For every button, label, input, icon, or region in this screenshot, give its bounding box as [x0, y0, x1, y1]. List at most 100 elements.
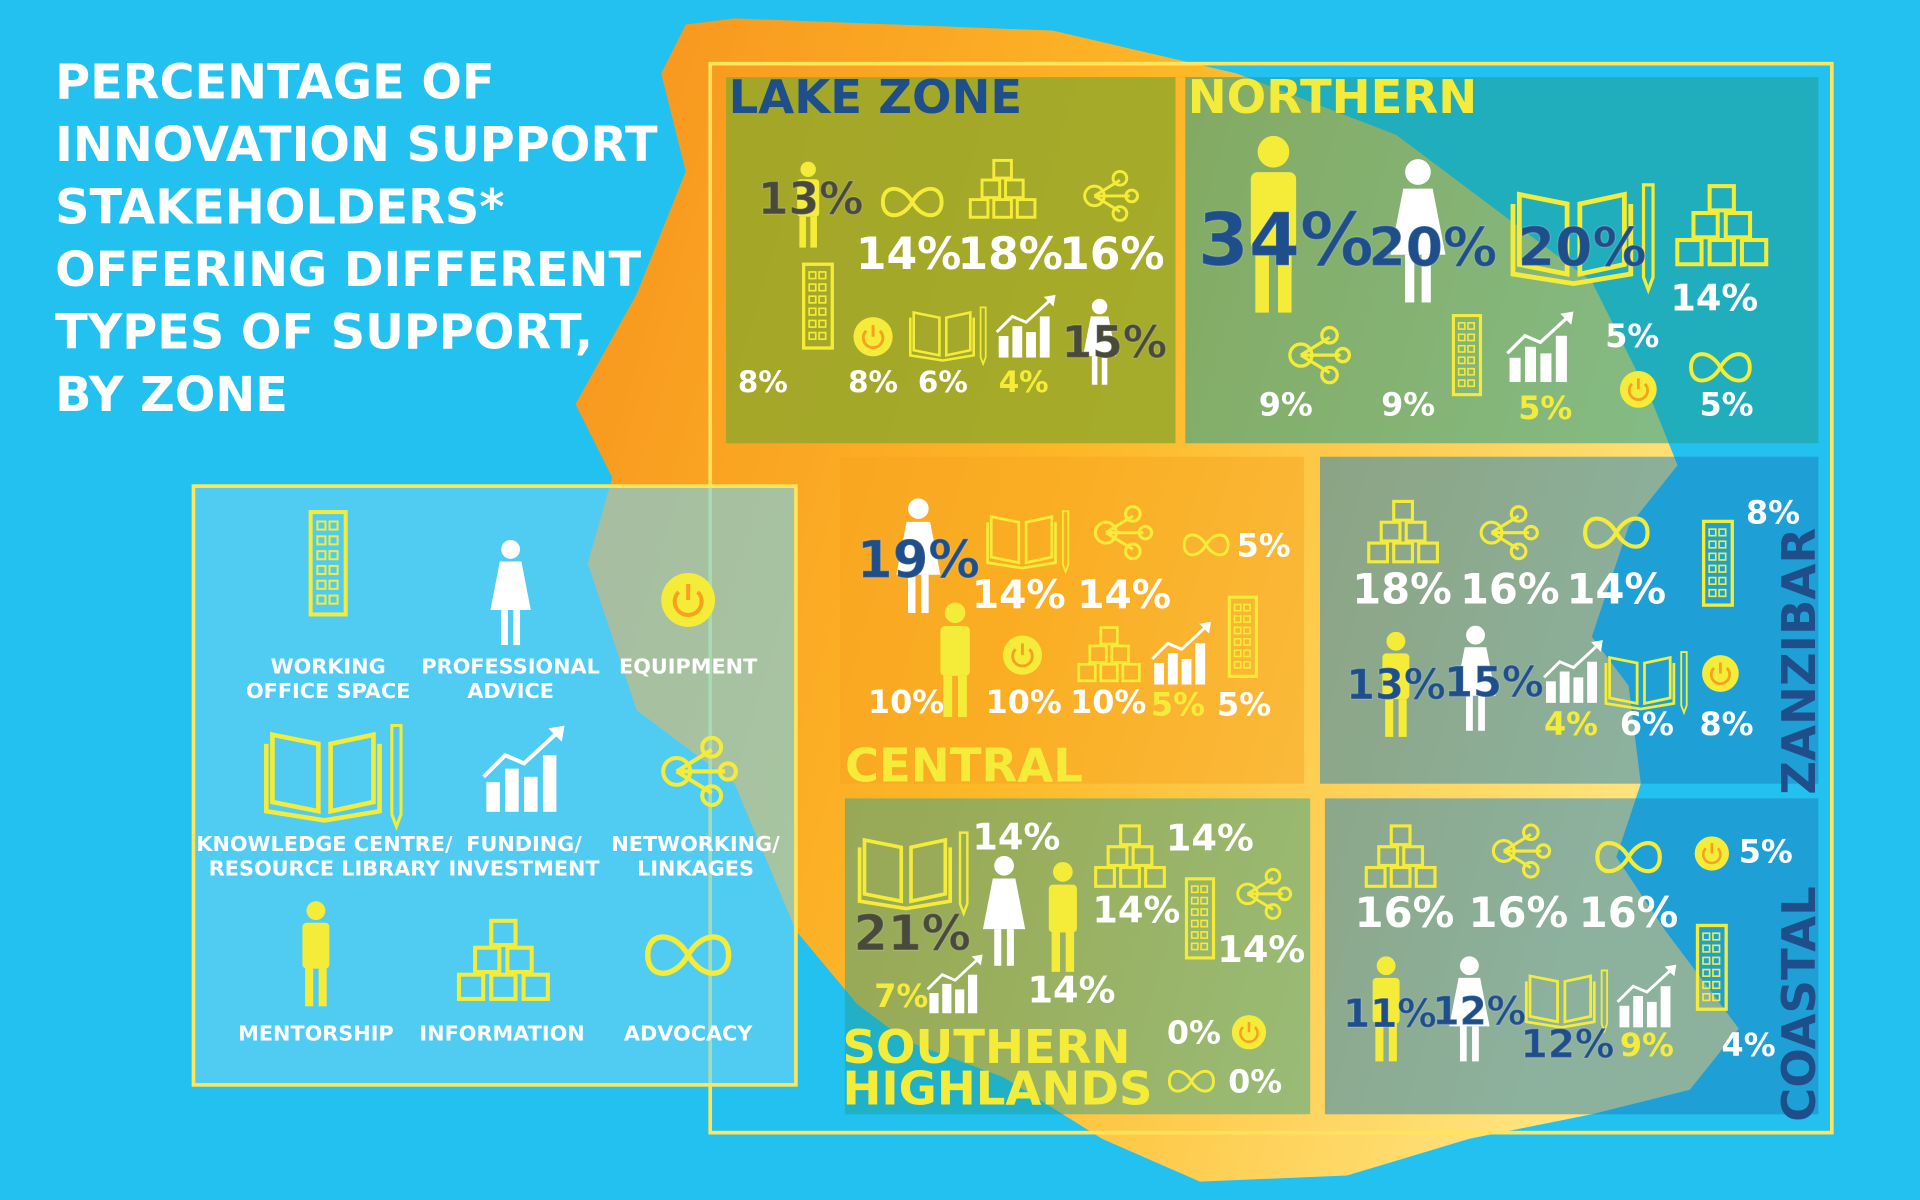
node	[1264, 903, 1282, 920]
window	[1457, 379, 1466, 388]
window	[1708, 528, 1717, 537]
zone-value: 8%	[1746, 493, 1800, 531]
icon	[1048, 862, 1077, 972]
zone-value: 0%	[1228, 1063, 1282, 1101]
icon	[1093, 505, 1154, 561]
head	[1091, 298, 1108, 315]
window	[1708, 564, 1717, 573]
icon	[1701, 519, 1734, 607]
window	[1702, 980, 1711, 990]
bar-icon	[1660, 986, 1671, 1028]
node	[1522, 860, 1540, 879]
window	[1233, 603, 1242, 612]
title: BY ZONE	[55, 368, 288, 423]
window	[328, 579, 339, 590]
cube	[489, 918, 518, 948]
infinity	[645, 934, 732, 976]
zone-bg	[726, 77, 1176, 444]
node	[661, 755, 693, 787]
window	[1200, 885, 1209, 894]
window	[808, 319, 817, 328]
leg	[501, 610, 508, 646]
legend-label: FUNDING/	[466, 832, 582, 856]
zone-value: 14%	[1166, 817, 1254, 860]
power	[1011, 643, 1034, 668]
building	[1695, 923, 1728, 1011]
bar-icon	[1587, 661, 1597, 703]
zone-value: 19%	[857, 530, 980, 590]
torso	[302, 922, 330, 969]
zone-value: 10%	[868, 683, 944, 721]
dress	[1455, 647, 1496, 696]
disc	[1620, 371, 1657, 408]
zone-value: 34%	[1198, 198, 1374, 283]
window	[818, 307, 827, 316]
window	[1457, 367, 1466, 376]
head	[1466, 625, 1485, 645]
icon	[1094, 824, 1166, 888]
zone-value: 5%	[1217, 686, 1271, 724]
cube	[1099, 662, 1119, 683]
icon	[986, 510, 1070, 575]
zone-value: 14%	[972, 573, 1066, 618]
window	[1702, 968, 1711, 977]
title: PERCENTAGE OF	[55, 56, 494, 111]
infinity	[880, 186, 944, 218]
cube	[1367, 541, 1390, 564]
icon	[1372, 956, 1400, 1062]
window	[1718, 576, 1727, 586]
bar-icon	[1195, 643, 1206, 685]
pencil	[958, 831, 969, 917]
bar-icon	[1619, 1005, 1630, 1028]
zone-value: 6%	[1620, 705, 1674, 743]
icon	[801, 262, 834, 350]
icon	[1151, 621, 1212, 685]
icon	[1227, 595, 1258, 678]
dress	[1390, 188, 1446, 255]
zone-value: 12%	[1432, 989, 1526, 1034]
bar-icon	[998, 336, 1009, 358]
node	[1491, 839, 1516, 863]
window	[1457, 322, 1466, 330]
icon	[661, 735, 738, 808]
legend-label: LINKAGES	[637, 856, 754, 880]
zone-value: 13%	[1346, 660, 1446, 709]
icon	[1604, 651, 1688, 716]
zone-value: 16%	[1579, 888, 1679, 937]
infinity	[1167, 1069, 1215, 1093]
window	[808, 295, 817, 304]
window	[818, 331, 827, 341]
book	[986, 515, 1057, 570]
window	[1712, 956, 1721, 965]
leg	[799, 216, 806, 248]
building	[1701, 519, 1734, 607]
window	[316, 579, 327, 590]
cube	[1131, 845, 1154, 868]
icon	[1583, 516, 1650, 549]
head	[1257, 135, 1290, 168]
icon	[1182, 533, 1230, 557]
node	[1124, 188, 1140, 204]
book	[1510, 191, 1634, 287]
infinity	[1182, 533, 1230, 557]
bar-icon	[942, 983, 952, 1014]
leg	[1278, 249, 1292, 313]
leg	[1466, 695, 1473, 731]
zone-value: 11%	[1343, 992, 1437, 1037]
window	[808, 283, 817, 292]
window	[808, 271, 817, 280]
cube	[1015, 198, 1037, 219]
icon	[1620, 371, 1657, 408]
infinity	[1583, 516, 1650, 549]
zone-name: COASTAL	[1772, 886, 1826, 1122]
window	[1233, 615, 1242, 623]
legend-label: OFFICE SPACE	[246, 679, 410, 703]
legend-label: ADVOCACY	[624, 1022, 753, 1046]
zone-value: 12%	[1520, 1022, 1614, 1067]
building	[1227, 595, 1258, 678]
bar-icon	[1646, 1001, 1657, 1028]
zone-value: 10%	[986, 683, 1062, 721]
cube	[980, 178, 1002, 200]
node	[1124, 505, 1142, 523]
icon	[661, 573, 716, 627]
